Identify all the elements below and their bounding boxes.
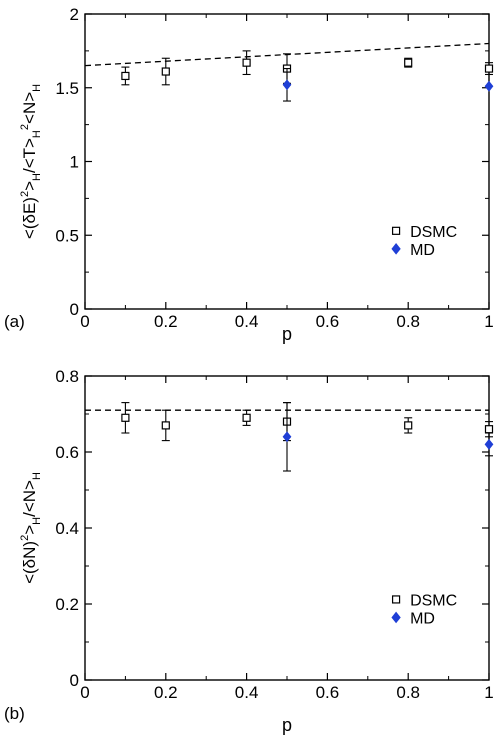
legend-md-marker — [391, 243, 401, 255]
dsmc-point — [242, 413, 251, 422]
y-tick-label: 0 — [70, 300, 79, 319]
y-axis-label: <(δN)2>H/<N>H — [19, 472, 43, 584]
y-tick-label: 2 — [70, 5, 79, 24]
dsmc-point — [484, 425, 494, 434]
y-tick-label: 0.2 — [55, 595, 79, 614]
y-tick-label: 1.5 — [55, 79, 79, 98]
x-tick-label: 0.4 — [235, 683, 259, 702]
x-tick-label: 0 — [80, 683, 89, 702]
x-tick-label: 0.6 — [316, 683, 340, 702]
legend-dsmc-label: DSMC — [410, 592, 457, 609]
y-axis-label: <(δE)2>H/<T>H2<N>H — [19, 84, 43, 239]
md-point — [484, 80, 494, 92]
x-tick-label: 1 — [484, 312, 493, 331]
x-axis-label: p — [282, 715, 292, 735]
dsmc-point — [404, 58, 413, 67]
md-point — [282, 79, 292, 91]
y-tick-label: 0.8 — [55, 367, 79, 386]
y-tick-label: 1 — [70, 153, 79, 172]
panel-label: (a) — [4, 312, 25, 331]
x-tick-label: 0.2 — [154, 312, 178, 331]
x-axis-label: p — [282, 324, 292, 344]
dsmc-point — [121, 413, 130, 422]
y-tick-label: 0.6 — [55, 443, 79, 462]
md-point — [282, 431, 292, 443]
dsmc-point — [484, 64, 494, 73]
x-tick-label: 1 — [484, 683, 493, 702]
dsmc-point — [242, 58, 251, 67]
y-tick-label: 0.4 — [55, 519, 79, 538]
y-tick-label: 0.5 — [55, 226, 79, 245]
x-tick-label: 0 — [80, 312, 89, 331]
dsmc-point — [404, 421, 413, 430]
md-point — [484, 438, 494, 450]
legend-md-marker — [391, 611, 401, 624]
x-tick-label: 0.4 — [235, 312, 259, 331]
panel-label: (b) — [4, 704, 25, 723]
y-tick-label: 0 — [70, 671, 79, 690]
legend-dsmc-marker — [391, 226, 401, 235]
x-tick-label: 0.8 — [396, 683, 420, 702]
dsmc-point — [161, 421, 170, 430]
x-tick-label: 0.8 — [396, 312, 420, 331]
legend-dsmc-label: DSMC — [410, 224, 457, 241]
dsmc-point — [121, 71, 130, 81]
legend-md-label: MD — [410, 242, 435, 259]
dsmc-point — [161, 67, 170, 76]
legend-dsmc-marker — [391, 595, 401, 604]
x-tick-label: 0.6 — [316, 312, 340, 331]
legend-md-label: MD — [410, 610, 435, 627]
x-tick-label: 0.2 — [154, 683, 178, 702]
